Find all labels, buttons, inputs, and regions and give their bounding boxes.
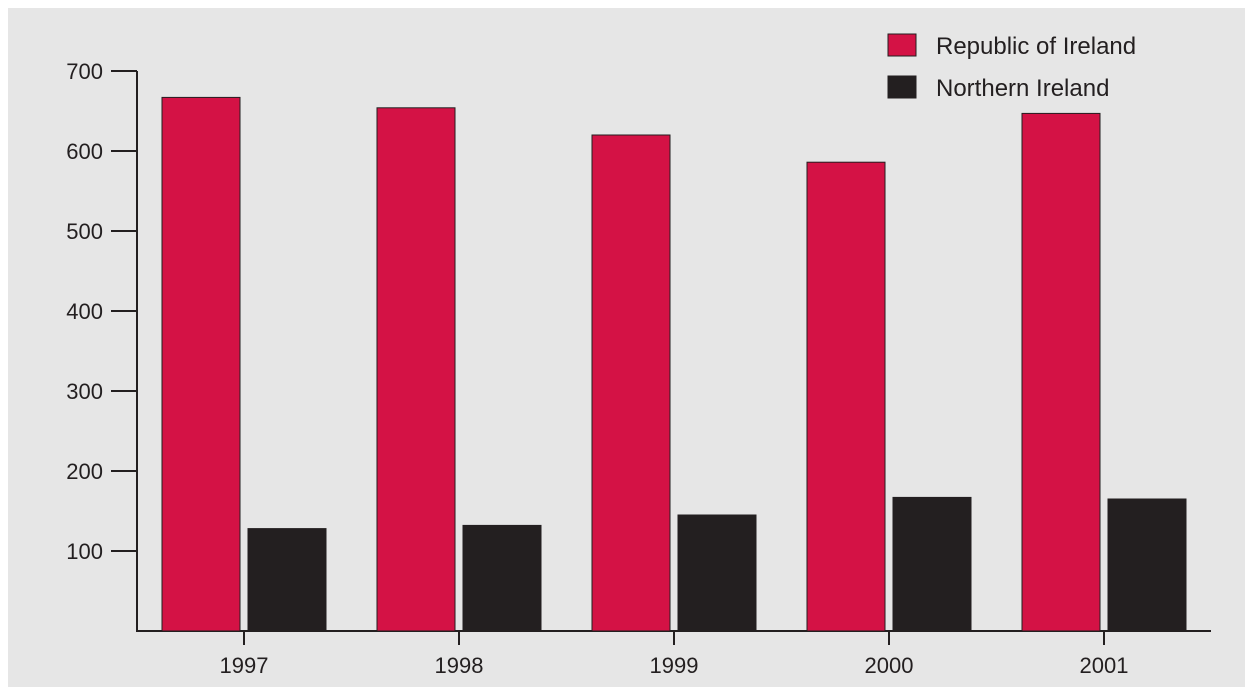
legend-swatch-northern-ireland bbox=[887, 75, 917, 99]
bar-republic-of-ireland-2000 bbox=[806, 161, 886, 632]
x-tick-label: 1998 bbox=[435, 653, 484, 678]
y-tick-label: 500 bbox=[66, 219, 103, 244]
legend-label: Republic of Ireland bbox=[936, 33, 1136, 60]
bar-northern-ireland-1997 bbox=[247, 528, 327, 632]
bar-northern-ireland-2000 bbox=[892, 496, 972, 632]
x-ticks: 1997 1998 1999 2000 2001 bbox=[220, 631, 1129, 678]
y-tick-label: 600 bbox=[66, 139, 103, 164]
x-tick-label: 2000 bbox=[865, 653, 914, 678]
bar-republic-of-ireland-2001 bbox=[1021, 112, 1101, 632]
legend-label: Northern Ireland bbox=[936, 75, 1109, 102]
y-tick-label: 700 bbox=[66, 59, 103, 84]
bar-northern-ireland-2001 bbox=[1107, 498, 1187, 632]
bar-republic-of-ireland-1999 bbox=[591, 134, 671, 632]
x-tick-label: 1999 bbox=[650, 653, 699, 678]
bar-republic-of-ireland-1998 bbox=[376, 107, 456, 632]
y-tick-label: 200 bbox=[66, 459, 103, 484]
y-ticks: 100 200 300 400 500 600 700 bbox=[66, 59, 137, 564]
y-tick-label: 100 bbox=[66, 539, 103, 564]
legend-swatch-republic-of-ireland bbox=[887, 33, 917, 57]
bar-northern-ireland-1998 bbox=[462, 524, 542, 632]
legend: Republic of Ireland Northern Ireland bbox=[887, 33, 1136, 102]
x-tick-label: 1997 bbox=[220, 653, 269, 678]
bars bbox=[161, 96, 1187, 632]
x-tick-label: 2001 bbox=[1080, 653, 1129, 678]
bar-northern-ireland-1999 bbox=[677, 514, 757, 632]
bar-republic-of-ireland-1997 bbox=[161, 96, 241, 632]
y-tick-label: 400 bbox=[66, 299, 103, 324]
y-tick-label: 300 bbox=[66, 379, 103, 404]
